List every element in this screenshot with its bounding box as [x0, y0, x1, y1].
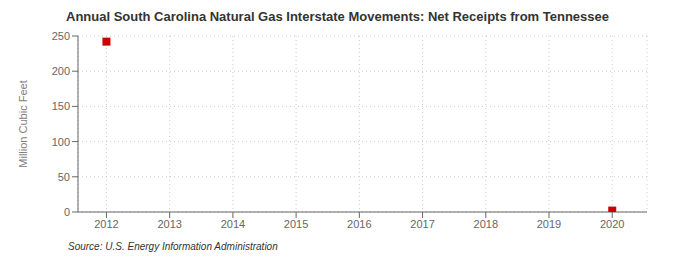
svg-text:200: 200 — [52, 65, 70, 77]
svg-text:2016: 2016 — [347, 218, 371, 230]
svg-text:150: 150 — [52, 100, 70, 112]
html-text:Annual South Carolina Natural: Annual South Carolina Natural Gas Inters… — [66, 9, 609, 24]
svg-text:2014: 2014 — [221, 218, 245, 230]
svg-text:2018: 2018 — [474, 218, 498, 230]
svg-text:2013: 2013 — [157, 218, 181, 230]
svg-text:100: 100 — [52, 136, 70, 148]
svg-text:2015: 2015 — [284, 218, 308, 230]
svg-text:2017: 2017 — [410, 218, 434, 230]
svg-text:2020: 2020 — [600, 218, 624, 230]
html-text:Source: U.S. Energy Informatio: Source: U.S. Energy Information Administ… — [68, 241, 278, 252]
svg-text:2019: 2019 — [537, 218, 561, 230]
svg-text:50: 50 — [58, 171, 70, 183]
svg-text:Million Cubic Feet: Million Cubic Feet — [17, 80, 29, 167]
svg-text:250: 250 — [52, 30, 70, 42]
svg-text:2012: 2012 — [94, 218, 118, 230]
svg-text:0: 0 — [64, 206, 70, 218]
